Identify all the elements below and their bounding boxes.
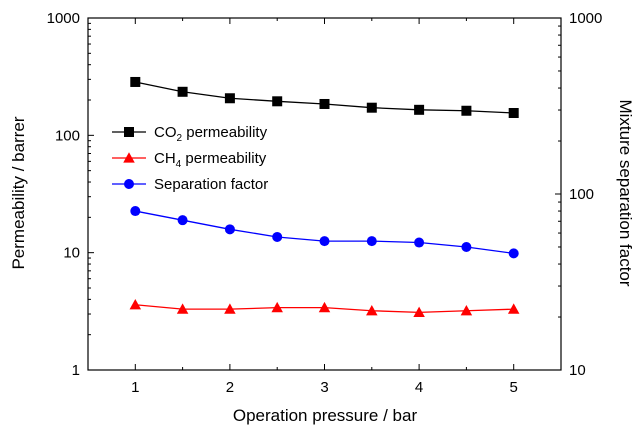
y-left-tick-label: 1000: [47, 10, 80, 27]
legend-item-2: Separation factor: [112, 176, 268, 193]
x-tick-label: 2: [226, 379, 234, 396]
data-point: [130, 206, 141, 217]
y-axis-label-left: Permeability / barrer: [9, 116, 28, 269]
legend-label: CO2 permeability: [154, 124, 268, 144]
data-point: [461, 241, 472, 252]
data-point: [130, 76, 141, 87]
legend-item-0: CO2 permeability: [112, 124, 268, 144]
x-tick-label: 5: [510, 379, 518, 396]
legend-marker: [124, 127, 134, 137]
x-tick-label: 3: [320, 379, 328, 396]
series-layer: [129, 76, 520, 317]
data-point: [366, 236, 377, 247]
data-point: [224, 303, 236, 314]
legend-marker: [123, 152, 135, 163]
left-axis-ticks: 1 10 100 1000: [47, 10, 94, 379]
data-point: [319, 236, 330, 247]
y-left-tick-label: 100: [55, 127, 80, 144]
data-point: [224, 224, 235, 235]
legend-label: CH4 permeability: [154, 150, 267, 170]
data-point: [460, 304, 473, 316]
data-point: [177, 215, 188, 226]
plot-area: [87, 17, 562, 371]
right-axis-ticks: 10 100 1000: [555, 10, 602, 379]
y-left-tick-label: 1: [72, 362, 80, 379]
legend-item-1: CH4 permeability: [112, 150, 267, 170]
series-line: [135, 210, 514, 254]
legend-label: Separation factor: [154, 176, 268, 193]
data-point: [508, 248, 519, 259]
series-1: [129, 298, 520, 317]
bottom-axis-ticks: 1 2 3 4 5: [131, 18, 518, 396]
plot-border: [87, 17, 562, 371]
y-left-tick-label: 10: [63, 245, 80, 262]
y-right-tick-label: 10: [569, 362, 586, 379]
data-point: [461, 105, 472, 116]
data-point: [414, 237, 425, 248]
series-2: [130, 206, 519, 259]
data-point: [507, 303, 520, 314]
data-point: [271, 301, 283, 313]
data-point: [413, 306, 425, 317]
y-right-tick-label: 100: [569, 186, 594, 203]
y-right-tick-label: 1000: [569, 10, 602, 27]
data-point: [319, 98, 330, 109]
data-point: [318, 301, 331, 313]
legend: CO2 permeability CH4 permeability Separati…: [112, 124, 268, 193]
data-point: [129, 298, 142, 310]
data-point: [272, 231, 283, 242]
data-point: [366, 304, 378, 316]
data-point: [177, 86, 188, 97]
data-point: [414, 104, 425, 115]
data-point: [366, 102, 377, 113]
data-point: [176, 303, 189, 314]
legend-marker: [124, 179, 134, 189]
x-tick-label: 1: [131, 379, 139, 396]
x-tick-label: 4: [415, 379, 423, 396]
series-0: [130, 76, 519, 119]
x-axis-label: Operation pressure / bar: [233, 406, 418, 425]
data-point: [272, 96, 283, 107]
y-axis-label-right: Mixture separation factor: [616, 99, 635, 286]
data-point: [508, 108, 519, 119]
data-point: [224, 93, 235, 104]
